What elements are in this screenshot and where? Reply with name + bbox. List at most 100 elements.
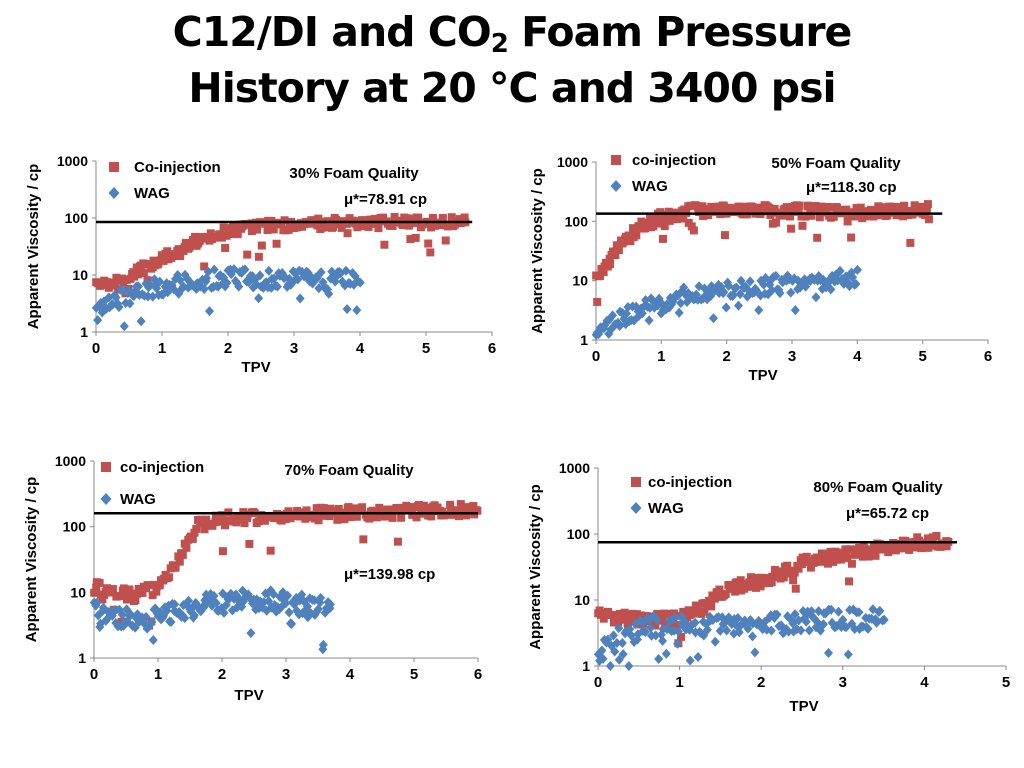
data-point	[733, 300, 743, 311]
data-point	[717, 612, 727, 623]
data-point	[211, 511, 220, 520]
data-point	[752, 583, 761, 592]
data-point	[443, 510, 452, 519]
data-point	[843, 554, 852, 563]
data-point	[826, 284, 836, 295]
data-point	[243, 250, 252, 259]
data-point	[794, 207, 803, 216]
data-point	[247, 227, 256, 236]
y-axis-label: Apparent Viscosity / cp	[25, 164, 42, 330]
y-tick-label: 100	[63, 519, 87, 535]
data-point	[603, 634, 613, 645]
data-point	[155, 581, 164, 590]
data-point	[125, 585, 134, 594]
data-point	[606, 260, 615, 269]
data-point	[340, 515, 349, 524]
data-point	[324, 288, 334, 299]
x-tick-label: 4	[853, 348, 862, 365]
data-point	[98, 595, 107, 604]
data-point	[630, 614, 639, 623]
data-point	[765, 275, 775, 286]
data-point	[303, 267, 313, 278]
data-point	[873, 211, 882, 220]
data-point	[823, 202, 832, 211]
data-point	[406, 235, 415, 244]
data-point	[708, 313, 718, 324]
mu-annotation: μ*=139.98 cp	[344, 566, 435, 583]
data-point	[794, 615, 804, 626]
data-point	[414, 213, 423, 222]
data-point	[393, 537, 402, 546]
data-point	[314, 516, 323, 525]
data-point	[427, 223, 436, 232]
data-point	[312, 504, 321, 513]
x-tick-label: 4	[920, 674, 929, 691]
data-point	[171, 251, 180, 260]
data-point	[909, 543, 918, 552]
data-point	[604, 328, 614, 339]
data-point	[593, 649, 603, 660]
data-point	[175, 275, 185, 286]
data-point	[316, 267, 326, 278]
data-point	[303, 601, 313, 612]
data-point	[802, 552, 811, 561]
data-point	[845, 577, 854, 586]
data-point	[789, 207, 798, 216]
y-tick-label: 1000	[559, 460, 590, 476]
data-point	[775, 288, 785, 299]
data-point	[884, 548, 893, 557]
data-point	[624, 661, 634, 671]
data-point	[778, 567, 787, 576]
data-point	[779, 573, 788, 582]
data-point	[245, 593, 255, 604]
data-point	[806, 563, 815, 572]
data-point	[254, 252, 263, 261]
data-point	[745, 614, 755, 625]
data-point	[188, 534, 197, 543]
data-point	[258, 282, 268, 293]
data-point	[851, 278, 861, 289]
data-point	[795, 201, 804, 210]
data-point	[745, 276, 755, 287]
x-tick-label: 5	[1002, 674, 1010, 691]
x-tick-label: 2	[224, 340, 232, 357]
data-point	[600, 319, 610, 330]
data-point	[360, 216, 369, 225]
data-point	[343, 229, 352, 238]
y-axis-label: Apparent Viscosity / cp	[527, 484, 544, 650]
data-point	[628, 609, 637, 618]
data-point	[232, 518, 241, 527]
data-point	[407, 214, 416, 223]
data-point	[879, 203, 888, 212]
data-point	[624, 620, 633, 629]
x-tick-label: 6	[984, 348, 992, 365]
data-point	[199, 284, 209, 295]
y-tick-label: 1	[80, 324, 88, 340]
data-point	[844, 281, 854, 292]
x-tick-label: 5	[410, 666, 418, 683]
data-point	[244, 277, 254, 288]
data-point	[656, 208, 665, 217]
data-point	[318, 639, 328, 650]
data-point	[372, 513, 381, 522]
data-point	[754, 615, 764, 626]
data-point	[175, 557, 184, 566]
data-point	[794, 564, 803, 573]
data-point	[185, 243, 194, 252]
data-point	[677, 632, 686, 641]
data-point	[122, 595, 131, 604]
data-point	[677, 619, 687, 630]
data-point	[455, 512, 464, 521]
data-point	[182, 543, 191, 552]
data-point	[638, 218, 647, 227]
data-point	[637, 308, 647, 319]
data-point	[784, 274, 794, 285]
data-point	[646, 622, 656, 633]
data-point	[302, 506, 311, 515]
data-point	[170, 599, 180, 610]
data-point	[807, 606, 817, 617]
x-tick-label: 4	[356, 340, 365, 357]
data-point	[897, 207, 906, 216]
data-point	[715, 585, 724, 594]
